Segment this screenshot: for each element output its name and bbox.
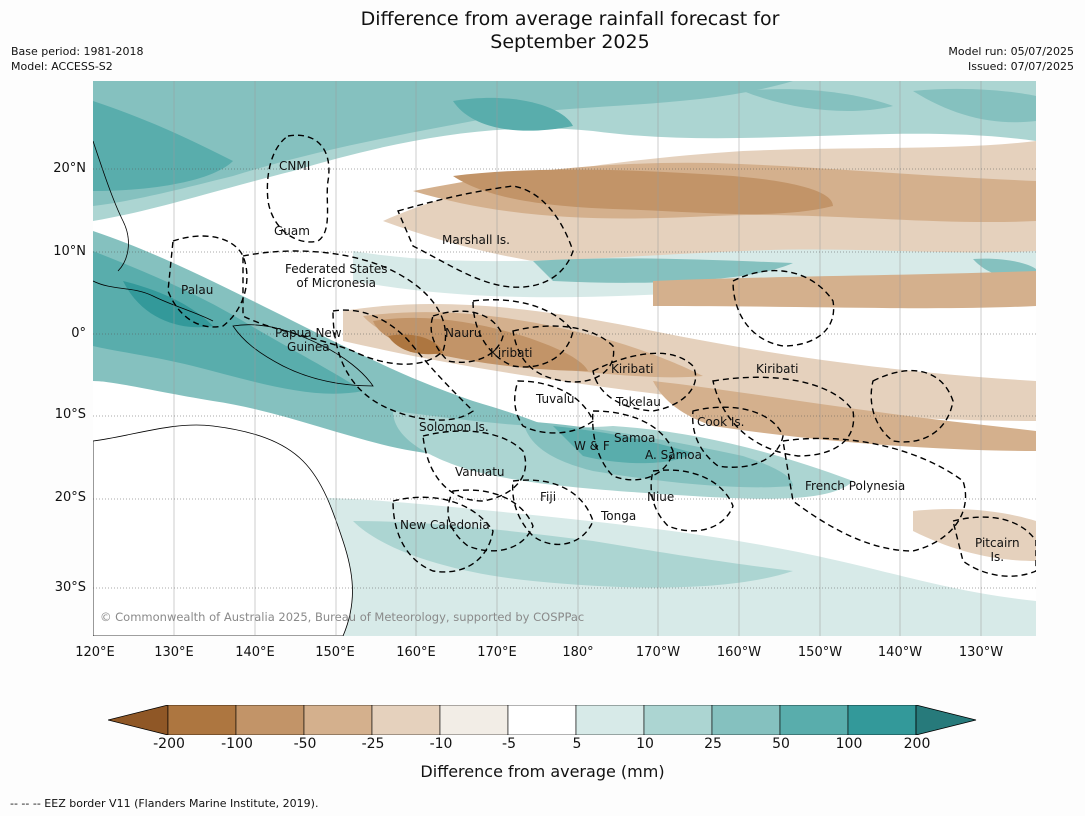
region-png: Papua New Guinea — [275, 326, 342, 354]
cb-tick-10: 100 — [835, 736, 863, 752]
cb-tick-4: -10 — [429, 736, 453, 752]
region-png-line1: Papua New — [275, 326, 342, 340]
model-name: Model: ACCESS-S2 — [11, 60, 113, 73]
region-fiji: Fiji — [540, 490, 557, 504]
cb-tick-9: 50 — [772, 736, 790, 752]
region-palau: Palau — [181, 283, 214, 297]
copyright-notice: © Commonwealth of Australia 2025, Bureau… — [100, 610, 585, 624]
lon-label-180: 180° — [562, 645, 594, 660]
lon-label-120e: 120°E — [75, 645, 115, 660]
cb-tick-11: 200 — [903, 736, 931, 752]
lat-label-30s: 30°S — [54, 580, 86, 595]
rainfall-map — [93, 81, 1036, 636]
region-nauru: Nauru — [445, 326, 482, 340]
region-tuvalu: Tuvalu — [536, 392, 575, 406]
region-pitcairn: Pitcairn Is. — [975, 536, 1020, 564]
region-marshall: Marshall Is. — [442, 233, 510, 247]
region-niue: Niue — [647, 490, 675, 504]
colorbar-segment — [167, 705, 237, 735]
colorbar-segment — [303, 705, 373, 735]
region-kiribati-central: Kiribati — [611, 362, 654, 376]
region-tokelau: Tokelau — [616, 395, 661, 409]
cb-tick-8: 25 — [704, 736, 722, 752]
lat-label-10n: 10°N — [53, 244, 86, 259]
cb-tick-1: -100 — [221, 736, 253, 752]
colorbar-segment — [643, 705, 713, 735]
region-fsm-line1: Federated States — [285, 262, 388, 276]
region-cook: Cook Is. — [697, 415, 745, 429]
region-american-samoa: A. Samoa — [645, 448, 702, 462]
region-fsm: Federated States of Micronesia — [285, 262, 387, 290]
lon-label-170w: 170°W — [635, 645, 681, 660]
lon-label-160w: 160°W — [716, 645, 762, 660]
lon-label-140w: 140°W — [877, 645, 923, 660]
colorbar-segment-low — [108, 705, 169, 735]
cb-tick-0: -200 — [153, 736, 185, 752]
region-new-caledonia: New Caledonia — [400, 518, 490, 532]
colorbar-segment — [575, 705, 645, 735]
lon-label-170e: 170°E — [477, 645, 517, 660]
colorbar-segment — [371, 705, 441, 735]
region-pitcairn-line1: Pitcairn — [975, 536, 1020, 550]
region-solomon: Solomon Is. — [419, 420, 489, 434]
model-run: Model run: 05/07/2025 — [948, 45, 1074, 58]
colorbar-segment — [235, 705, 305, 735]
region-kiribati-west: Kiribati — [490, 346, 533, 360]
region-cnmi: CNMI — [279, 159, 311, 173]
cb-tick-7: 10 — [636, 736, 654, 752]
region-png-line2: Guinea — [287, 340, 330, 354]
cb-tick-6: 5 — [572, 736, 582, 752]
colorbar-segment — [847, 705, 917, 735]
colorbar-segment-high — [915, 705, 977, 735]
base-period: Base period: 1981-2018 — [11, 45, 144, 58]
lat-label-20s: 20°S — [54, 490, 86, 505]
meta-left: Base period: 1981-2018 Model: ACCESS-S2 — [11, 44, 143, 74]
colorbar-segment — [507, 705, 577, 735]
cb-tick-5: -5 — [502, 736, 516, 752]
lon-label-130w: 130°W — [958, 645, 1004, 660]
region-pitcairn-line2: Is. — [990, 550, 1005, 564]
lat-label-20n: 20°N — [53, 161, 86, 176]
issued-date: Issued: 07/07/2025 — [967, 60, 1074, 73]
region-vanuatu: Vanuatu — [455, 465, 505, 479]
colorbar-segment — [711, 705, 781, 735]
region-wallis-futuna: W & F — [574, 439, 610, 453]
title-line-2: September 2025 — [490, 31, 650, 53]
map-title: Difference from average rainfall forecas… — [0, 8, 1085, 54]
lon-label-150w: 150°W — [797, 645, 843, 660]
colorbar-label: Difference from average (mm) — [420, 762, 665, 781]
colorbar-segment — [439, 705, 509, 735]
title-line-1: Difference from average rainfall forecas… — [360, 8, 780, 30]
colorbar-segment — [779, 705, 849, 735]
lon-label-130e: 130°E — [154, 645, 194, 660]
lat-label-0: 0° — [71, 326, 86, 341]
lon-label-150e: 150°E — [315, 645, 355, 660]
region-tonga: Tonga — [601, 509, 637, 523]
region-kiribati-east: Kiribati — [756, 362, 799, 376]
region-fsm-line2: of Micronesia — [296, 276, 377, 290]
map-canvas — [93, 81, 1036, 636]
meta-right: Model run: 05/07/2025 Issued: 07/07/2025 — [948, 44, 1074, 74]
region-guam: Guam — [274, 224, 310, 238]
lon-label-140e: 140°E — [235, 645, 275, 660]
lon-label-160e: 160°E — [396, 645, 436, 660]
eez-footnote: -- -- -- EEZ border V11 (Flanders Marine… — [10, 797, 319, 810]
cb-tick-3: -25 — [361, 736, 385, 752]
region-french-polynesia: French Polynesia — [805, 479, 906, 493]
colorbar — [108, 705, 977, 735]
region-samoa: Samoa — [614, 431, 656, 445]
cb-tick-2: -50 — [293, 736, 317, 752]
lat-label-10s: 10°S — [54, 407, 86, 422]
